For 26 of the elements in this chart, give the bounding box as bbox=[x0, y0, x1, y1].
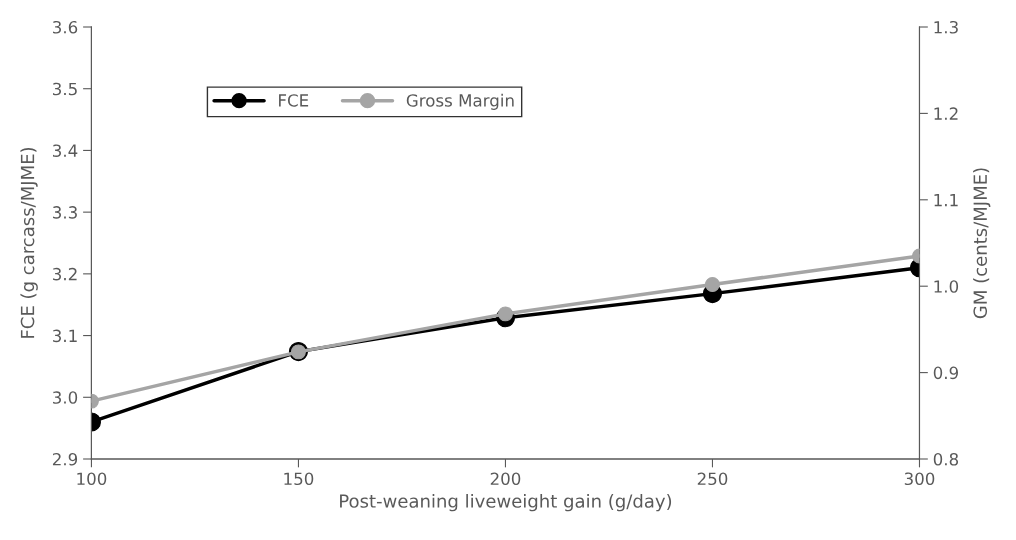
x-tick-label: 300 bbox=[904, 472, 935, 486]
y2-tick-label: 1.0 bbox=[934, 280, 959, 293]
y2-tick-label: 0.9 bbox=[933, 366, 959, 380]
x-tick-label: 250 bbox=[697, 472, 728, 486]
x-tick-label: 200 bbox=[490, 472, 521, 486]
legend-label: FCE bbox=[279, 94, 309, 107]
legend-label: Gross Margin bbox=[406, 93, 514, 110]
y-tick-label: 2.9 bbox=[52, 452, 78, 466]
y-tick-label: 3.1 bbox=[53, 329, 77, 343]
point bbox=[705, 277, 720, 292]
y-axis-title: FCE (g carcass/MJME) bbox=[20, 147, 38, 338]
y2-tick-label: 1.3 bbox=[934, 20, 958, 34]
y-tick-label: 3.3 bbox=[53, 206, 77, 219]
x-tick-label: 150 bbox=[284, 472, 314, 486]
y-tick-label: 3.5 bbox=[53, 82, 77, 96]
x-tick-label: 100 bbox=[77, 472, 107, 486]
point bbox=[498, 306, 513, 322]
y2-tick-label: 1.2 bbox=[934, 107, 958, 120]
y-tick-label: 3.4 bbox=[53, 144, 78, 157]
x-axis-title: Post-weaning liveweight gain (g/day) bbox=[340, 493, 672, 512]
y-tick-label: 3.2 bbox=[53, 267, 77, 281]
y2-tick-label: 1.1 bbox=[934, 193, 958, 207]
y-tick-label: 3.6 bbox=[53, 20, 78, 34]
y2-tick-label: 0.8 bbox=[933, 452, 959, 466]
y-tick-label: 3.0 bbox=[53, 391, 78, 404]
y2-axis-title: GM (cents/MJME) bbox=[973, 168, 991, 319]
